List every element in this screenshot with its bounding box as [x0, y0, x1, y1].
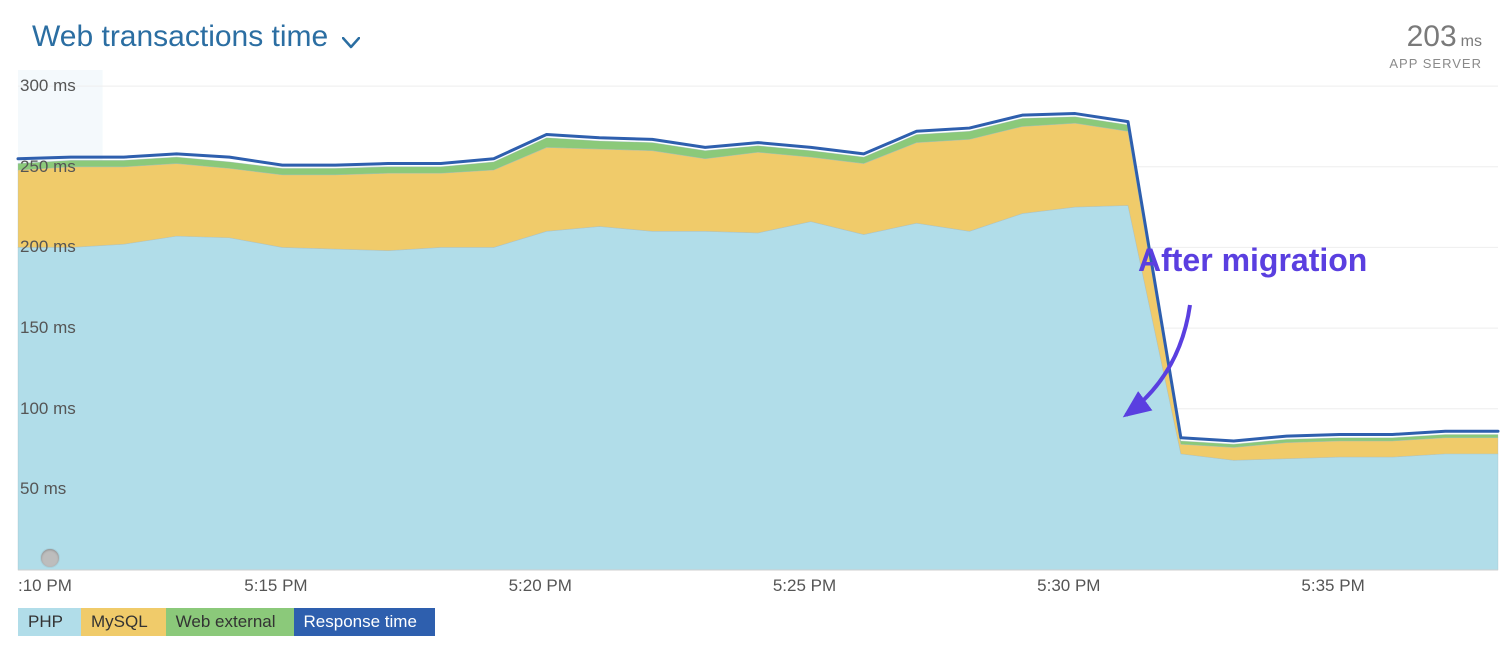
legend-item-mysql[interactable]: MySQL: [81, 608, 166, 636]
annotation-arrow-icon: [0, 0, 1512, 656]
legend-item-web_external[interactable]: Web external: [166, 608, 294, 636]
legend-item-response_time[interactable]: Response time: [294, 608, 435, 636]
chart-container: Web transactions time 203ms APP SERVER 5…: [0, 0, 1512, 656]
legend: PHP MySQL Web external Response time: [18, 608, 435, 636]
legend-label: PHP: [28, 612, 63, 632]
legend-label: MySQL: [91, 612, 148, 632]
legend-item-php[interactable]: PHP: [18, 608, 81, 636]
legend-label: Response time: [304, 612, 417, 632]
legend-label: Web external: [176, 612, 276, 632]
time-marker-icon[interactable]: [41, 549, 59, 567]
